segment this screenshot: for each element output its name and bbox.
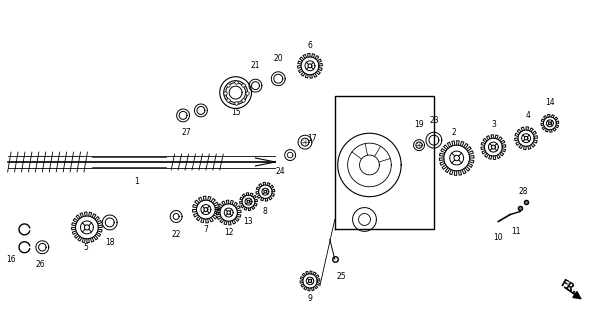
Text: 20: 20	[273, 54, 283, 63]
Text: 22: 22	[172, 230, 181, 239]
Text: 13: 13	[244, 217, 253, 226]
Text: 12: 12	[224, 228, 234, 237]
Text: 4: 4	[525, 111, 530, 120]
Text: 23: 23	[429, 116, 439, 125]
Text: 28: 28	[519, 187, 528, 196]
Text: 18: 18	[105, 238, 115, 247]
Text: 8: 8	[263, 207, 268, 216]
Text: FR.: FR.	[558, 278, 579, 296]
Text: 14: 14	[545, 98, 555, 107]
Text: 11: 11	[511, 227, 521, 236]
Text: 3: 3	[491, 120, 496, 129]
Text: 16: 16	[6, 255, 15, 264]
Text: 24: 24	[275, 167, 285, 176]
Text: 26: 26	[36, 260, 45, 268]
Text: 1: 1	[134, 177, 139, 186]
Text: 21: 21	[251, 61, 260, 70]
Text: 9: 9	[308, 294, 313, 303]
Text: 25: 25	[337, 272, 346, 282]
Text: 6: 6	[308, 41, 313, 50]
Text: 17: 17	[307, 134, 317, 143]
Text: 19: 19	[414, 120, 424, 129]
Text: 5: 5	[83, 243, 88, 252]
Text: 7: 7	[204, 225, 208, 234]
Text: 27: 27	[181, 128, 191, 137]
Text: 15: 15	[231, 108, 240, 117]
Text: 2: 2	[451, 128, 456, 137]
Text: 10: 10	[493, 233, 503, 242]
